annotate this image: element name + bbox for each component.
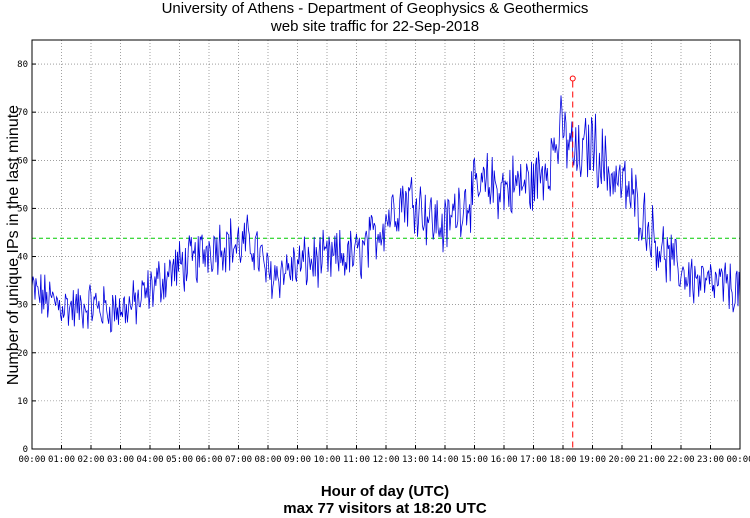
x-tick-label: 20:00 — [608, 455, 635, 465]
x-tick-label: 13:00 — [402, 455, 429, 465]
x-tick-label: 00:00 — [726, 455, 750, 465]
series-line-visitors — [31, 95, 741, 333]
x-tick-label: 22:00 — [667, 455, 694, 465]
y-tick-label: 70 — [17, 108, 28, 118]
y-tick-label: 40 — [17, 253, 28, 263]
x-tick-label: 18:00 — [549, 455, 576, 465]
y-tick-label: 10 — [17, 397, 28, 407]
max-visitors-note: max 77 visitors at 18:20 UTC — [283, 500, 487, 517]
y-tick-label: 50 — [17, 204, 28, 214]
x-tick-label: 11:00 — [343, 455, 370, 465]
x-tick-label: 03:00 — [107, 455, 134, 465]
x-tick-label: 14:00 — [431, 455, 458, 465]
x-tick-label: 23:00 — [697, 455, 724, 465]
chart-title: University of Athens - Department of Geo… — [161, 0, 589, 17]
x-tick-label: 04:00 — [136, 455, 163, 465]
x-tick-label: 01:00 — [48, 455, 75, 465]
x-tick-label: 17:00 — [520, 455, 547, 465]
x-tick-label: 02:00 — [77, 455, 104, 465]
grid — [31, 40, 741, 450]
y-tick-label: 80 — [17, 60, 28, 70]
x-tick-label: 09:00 — [284, 455, 311, 465]
y-ticks: 0 10 20 30 40 50 60 70 80 — [17, 60, 36, 455]
y-tick-label: 60 — [17, 156, 28, 166]
x-tick-label: 07:00 — [225, 455, 252, 465]
x-tick-label: 12:00 — [372, 455, 399, 465]
x-tick-label: 16:00 — [490, 455, 517, 465]
x-axis-label: Hour of day (UTC) — [320, 483, 450, 500]
chart-subtitle: web site traffic for 22-Sep-2018 — [270, 18, 480, 35]
x-ticks: 00:00 01:00 02:00 03:00 04:00 05:00 06:00 07:00… — [18, 445, 750, 465]
x-tick-label: 19:00 — [579, 455, 606, 465]
x-tick-label: 06:00 — [195, 455, 222, 465]
y-tick-label: 30 — [17, 301, 28, 311]
y-tick-label: 20 — [17, 349, 28, 359]
max-marker-point — [569, 75, 576, 82]
x-tick-label: 21:00 — [638, 455, 665, 465]
x-tick-label: 05:00 — [166, 455, 193, 465]
x-tick-label: 15:00 — [461, 455, 488, 465]
x-tick-label: 00:00 — [18, 455, 45, 465]
y-tick-label: 0 — [23, 445, 28, 455]
x-tick-label: 10:00 — [313, 455, 340, 465]
x-tick-label: 08:00 — [254, 455, 281, 465]
